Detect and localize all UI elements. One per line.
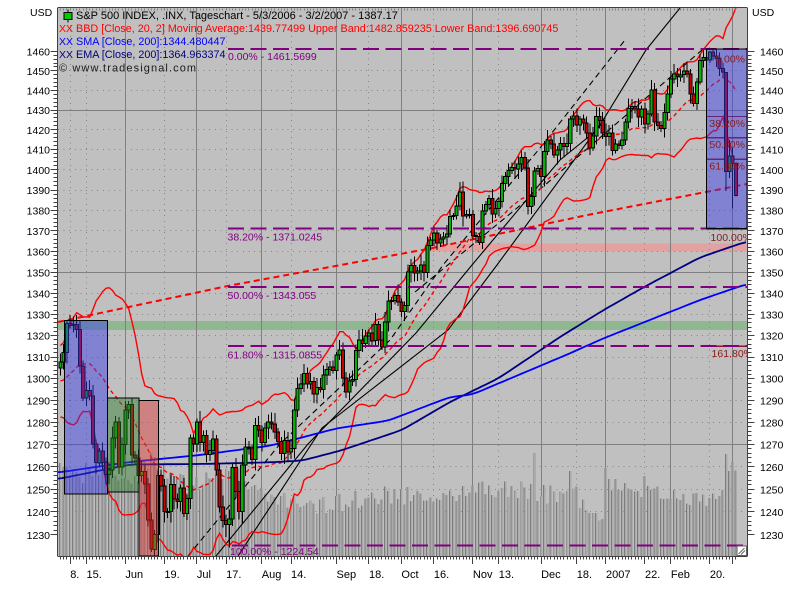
svg-text:Sep: Sep [337,569,357,581]
svg-text:1270: 1270 [27,440,51,452]
svg-text:1270: 1270 [760,440,784,452]
svg-text:1320: 1320 [760,331,784,343]
svg-text:Aug: Aug [262,569,282,581]
svg-text:16.: 16. [434,569,449,581]
svg-text:1230: 1230 [760,530,784,542]
svg-text:XX: XX [59,23,73,35]
svg-text:1250: 1250 [27,484,51,496]
svg-text:1240: 1240 [760,507,784,519]
svg-text:1390: 1390 [760,185,784,197]
svg-text:Oct: Oct [401,569,418,581]
svg-text:17.: 17. [226,569,241,581]
svg-text:Jul: Jul [197,569,211,581]
svg-text:1310: 1310 [27,352,51,364]
svg-text:EMA [Close, 200]:1364.963374: EMA [Close, 200]:1364.963374 [76,49,225,61]
svg-text:1430: 1430 [760,105,784,117]
svg-text:38.20% - 1371.0245: 38.20% - 1371.0245 [228,232,323,244]
svg-text:1280: 1280 [760,417,784,429]
svg-text:1420: 1420 [760,125,784,137]
svg-text:S&P 500 INDEX, .INX, Tageschar: S&P 500 INDEX, .INX, Tageschart - 5/3/20… [76,10,398,22]
svg-text:15.: 15. [87,569,102,581]
svg-text:0.00%: 0.00% [715,54,745,66]
svg-text:50.00% - 1343.055: 50.00% - 1343.055 [228,290,317,302]
svg-text:XX: XX [59,36,73,48]
svg-text:2007: 2007 [606,569,630,581]
svg-text:1410: 1410 [27,145,51,157]
svg-text:1250: 1250 [760,484,784,496]
svg-text:61.80%: 61.80% [709,161,745,173]
svg-text:100.00%: 100.00% [711,232,752,244]
svg-text:38.20%: 38.20% [709,118,745,130]
svg-text:1380: 1380 [760,205,784,217]
svg-text:1370: 1370 [27,226,51,238]
svg-text:61.80% - 1315.0855: 61.80% - 1315.0855 [228,349,323,361]
svg-text:1290: 1290 [27,396,51,408]
svg-text:161.80%: 161.80% [712,348,753,360]
svg-text:USD: USD [752,7,775,19]
svg-text:XX: XX [59,49,73,61]
svg-text:18.: 18. [577,569,592,581]
svg-text:1280: 1280 [27,417,51,429]
svg-text:20.: 20. [710,569,725,581]
svg-text:13.: 13. [499,569,514,581]
svg-text:Dec: Dec [541,569,561,581]
svg-text:1440: 1440 [27,85,51,97]
svg-text:100.00% - 1224.54: 100.00% - 1224.54 [230,546,319,558]
svg-text:1330: 1330 [760,309,784,321]
svg-text:Feb: Feb [671,569,690,581]
svg-text:19.: 19. [164,569,179,581]
svg-text:1290: 1290 [760,396,784,408]
svg-text:1390: 1390 [27,185,51,197]
svg-text:1400: 1400 [27,165,51,177]
svg-text:1330: 1330 [27,309,51,321]
svg-text:USD: USD [30,7,53,19]
svg-text:© www.tradesignal.com: © www.tradesignal.com [59,63,197,75]
svg-text:1370: 1370 [760,226,784,238]
svg-text:1440: 1440 [760,85,784,97]
svg-text:1350: 1350 [27,267,51,279]
svg-text:1300: 1300 [760,374,784,386]
svg-text:1350: 1350 [760,267,784,279]
svg-text:1260: 1260 [27,462,51,474]
svg-text:22.: 22. [645,569,660,581]
svg-text:1450: 1450 [27,66,51,78]
svg-text:1320: 1320 [27,331,51,343]
svg-text:Jun: Jun [125,569,143,581]
svg-text:14.: 14. [291,569,306,581]
svg-text:1430: 1430 [27,105,51,117]
svg-text:1230: 1230 [27,530,51,542]
svg-text:1340: 1340 [27,288,51,300]
svg-text:Nov: Nov [473,569,493,581]
svg-text:1240: 1240 [27,507,51,519]
svg-text:1420: 1420 [27,125,51,137]
svg-text:BBD [Close, 20, 2] Moving Aver: BBD [Close, 20, 2] Moving Average:1439.7… [76,23,558,35]
svg-text:1400: 1400 [760,165,784,177]
svg-text:SMA [Close, 200]:1344.480447: SMA [Close, 200]:1344.480447 [76,36,225,48]
svg-text:1340: 1340 [760,288,784,300]
svg-text:1310: 1310 [760,352,784,364]
svg-text:1410: 1410 [760,145,784,157]
svg-text:1260: 1260 [760,462,784,474]
svg-text:8.: 8. [70,569,79,581]
svg-text:1300: 1300 [27,374,51,386]
svg-text:1360: 1360 [27,247,51,259]
svg-text:1450: 1450 [760,66,784,78]
svg-text:1460: 1460 [27,47,51,59]
svg-text:0.00% - 1461.5699: 0.00% - 1461.5699 [228,51,317,63]
svg-text:1360: 1360 [760,247,784,259]
svg-text:1460: 1460 [760,47,784,59]
svg-text:18.: 18. [369,569,384,581]
svg-text:1380: 1380 [27,205,51,217]
svg-text:50.00%: 50.00% [709,139,745,151]
